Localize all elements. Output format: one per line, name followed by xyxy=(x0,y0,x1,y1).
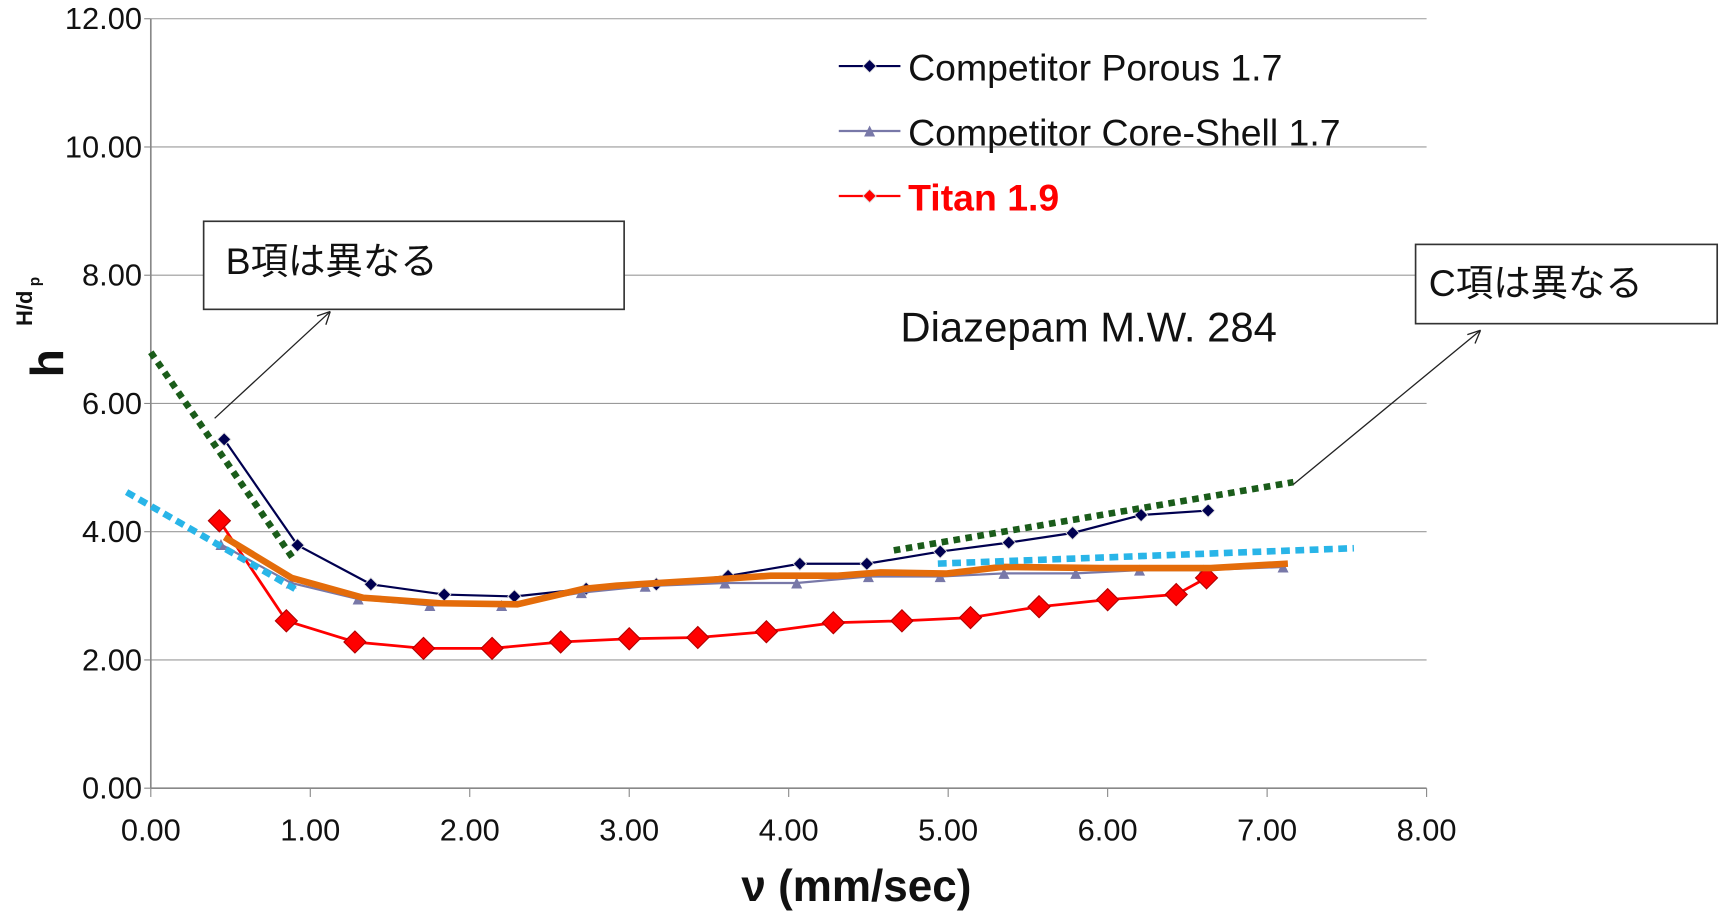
y-axis-label: h H/d p xyxy=(12,277,73,378)
c-term-line xyxy=(937,544,1355,567)
legend-label: Competitor Porous 1.7 xyxy=(908,46,1282,88)
marker xyxy=(890,609,914,633)
marker xyxy=(932,544,948,559)
marker xyxy=(207,509,232,533)
marker xyxy=(1095,587,1120,612)
callout-box xyxy=(1414,243,1719,325)
marker xyxy=(1001,535,1016,550)
b-term-line xyxy=(148,350,298,564)
y-tick-label: 2.00 xyxy=(82,642,142,677)
y-tick-label: 8.00 xyxy=(82,258,142,293)
marker xyxy=(859,556,875,571)
marker xyxy=(754,619,779,644)
y-tick-label: 0.00 xyxy=(82,771,142,806)
y-tick-label: 12.00 xyxy=(65,1,142,36)
marker xyxy=(216,432,232,447)
marker xyxy=(363,577,379,592)
y-axis-label-main: h xyxy=(21,349,73,377)
legend-label: Titan 1.9 xyxy=(908,176,1059,218)
y-tick-label: 4.00 xyxy=(82,514,142,549)
marker xyxy=(686,625,710,650)
plot-area xyxy=(207,432,1289,661)
annotation: B項は異なる xyxy=(226,240,438,282)
x-axis-label: ν (mm/sec) xyxy=(741,862,971,911)
marker xyxy=(1200,503,1216,518)
x-tick-label: 0.00 xyxy=(121,812,181,847)
x-tick-label: 3.00 xyxy=(599,812,659,847)
arrow-head xyxy=(1467,329,1482,344)
c-term-line xyxy=(893,478,1294,554)
marker xyxy=(1070,567,1082,579)
marker xyxy=(1164,582,1189,607)
callout-box xyxy=(202,220,625,311)
x-tick-label: 7.00 xyxy=(1237,812,1297,847)
marker xyxy=(821,610,846,635)
y-tick-label: 6.00 xyxy=(82,386,142,421)
x-tick-label: 4.00 xyxy=(759,812,819,847)
marker xyxy=(998,567,1010,579)
arrow-head xyxy=(316,310,331,325)
marker xyxy=(548,630,573,654)
trend-line xyxy=(222,534,1289,608)
marker xyxy=(411,636,436,661)
grid: 0.00 2.00 4.00 6.00 8.00 10.00 12.00 0.00 1.00 2.… xyxy=(65,1,1457,847)
x-tick-label: 6.00 xyxy=(1078,812,1138,847)
legend: Competitor Porous 1.7 Competitor Core-She… xyxy=(838,46,1341,218)
x-tick-label: 2.00 xyxy=(440,812,500,847)
marker xyxy=(958,605,983,630)
b-term-line xyxy=(124,489,297,592)
marker xyxy=(792,556,808,571)
x-tick-label: 1.00 xyxy=(280,812,340,847)
marker xyxy=(437,587,452,602)
x-tick-label: 8.00 xyxy=(1397,812,1457,847)
marker xyxy=(862,188,877,204)
legend-label: Competitor Core-Shell 1.7 xyxy=(908,111,1340,153)
marker xyxy=(1065,525,1080,541)
arrow xyxy=(214,311,331,419)
marker xyxy=(864,125,876,137)
marker xyxy=(1027,594,1051,619)
marker xyxy=(719,577,731,589)
x-tick-label: 5.00 xyxy=(918,812,978,847)
marker xyxy=(791,577,803,589)
series-line xyxy=(218,520,1208,650)
marker xyxy=(290,537,305,553)
marker xyxy=(1194,566,1219,590)
y-tick-label: 10.00 xyxy=(65,129,142,164)
marker xyxy=(617,626,642,651)
marker xyxy=(862,58,877,74)
y-axis-label-super: H/d xyxy=(12,291,37,326)
y-axis-label-sub: p xyxy=(26,277,43,286)
annotation: Diazepam M.W. 284 xyxy=(900,303,1276,350)
marker xyxy=(343,630,367,654)
marker xyxy=(274,609,299,633)
annotation: C項は異なる xyxy=(1429,262,1643,304)
arrow xyxy=(1292,329,1481,485)
marker xyxy=(480,636,504,661)
